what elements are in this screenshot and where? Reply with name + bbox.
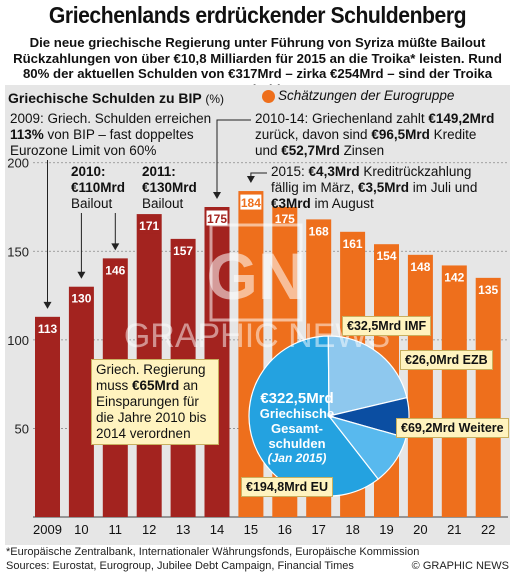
bar-value-2009: 113 [38, 322, 58, 336]
watermark-logo-box [209, 223, 303, 322]
bar-label-bg-19 [375, 247, 398, 264]
pie-label-weitere: €69,2Mrd Weitere [396, 418, 509, 438]
x-tick-16: 16 [278, 522, 292, 537]
y-tick-200: 200 [7, 156, 29, 171]
annotation-leaders [43, 119, 267, 309]
bar-label-bg-22 [477, 280, 500, 297]
bar-label-bg-2009 [36, 319, 59, 336]
x-tick-22: 22 [481, 522, 495, 537]
annotation-2011: 2011: €130Mrd Bailout [142, 164, 197, 211]
bar-20 [407, 254, 433, 518]
x-tick-20: 20 [413, 522, 427, 537]
leader-2010-14-arrow [213, 192, 221, 199]
sources: Sources: Eurostat, Eurogroup, Jubilee De… [6, 560, 354, 572]
pie-slice-0 [248, 335, 380, 497]
pie-chart [248, 335, 410, 497]
credit: © GRAPHIC NEWS [411, 560, 509, 572]
bar-value-10: 130 [71, 292, 91, 306]
x-tick-21: 21 [447, 522, 461, 537]
annotation-2015: 2015: €4,3Mrd Kreditrückzahlung fällig i… [271, 164, 478, 211]
legend-label: Schätzungen der Eurogruppe [278, 88, 455, 103]
bar-value-14: 175 [207, 212, 227, 226]
x-tick-18: 18 [345, 522, 359, 537]
x-tick-15: 15 [244, 522, 258, 537]
y-tick-150: 150 [7, 244, 29, 259]
bar-label-bg-17 [307, 222, 330, 239]
x-tick-17: 17 [311, 522, 325, 537]
austerity-callout: Griech. Regierung muss €65Mrd an Einspar… [91, 359, 219, 445]
bar-label-bg-11 [104, 261, 127, 278]
y-tick-labels: 50 100 150 200 [7, 156, 29, 437]
bar-value-16: 175 [275, 212, 295, 226]
bar-22 [475, 277, 501, 517]
bar-15 [238, 191, 264, 518]
y-axis-title: Griechische Schulden zu BIP (%) [8, 90, 225, 106]
annotation-2010: 2010: €110Mrd Bailout [71, 164, 126, 211]
bar-label-bg-21 [443, 268, 466, 285]
leader-2011-arrow [111, 243, 120, 251]
bar-2009 [35, 316, 60, 517]
x-tick-11: 11 [109, 522, 123, 537]
pie-label-eu: €194,8Mrd EU [241, 477, 333, 497]
legend-dot [262, 90, 275, 103]
watermark-logo: GN [207, 239, 306, 313]
pie-label-ezb: €26,0Mrd EZB [400, 350, 493, 370]
footnote: *Europäische Zentralbank, Internationale… [6, 546, 420, 558]
bar-label-bg-13 [172, 241, 195, 258]
bar-label-bg-12 [138, 217, 161, 234]
bar-value-19: 154 [376, 249, 396, 263]
bar-value-22: 135 [478, 283, 498, 297]
y-tick-50: 50 [15, 421, 29, 436]
bar-value-17: 168 [309, 224, 329, 238]
pie-label-imf: €32,5Mrd IMF [342, 316, 432, 336]
x-tick-13: 13 [176, 522, 190, 537]
x-tick-labels: 2009 10 11 12 13 14 15 16 17 18 19 20 21 22 [33, 522, 495, 537]
y-tick-100: 100 [7, 333, 29, 348]
bar-value-12: 171 [139, 219, 159, 233]
bar-value-18: 161 [343, 237, 363, 251]
bar-10 [68, 286, 94, 517]
bar-21 [441, 265, 467, 517]
leader-2010-14 [216, 119, 251, 195]
bar-value-20: 148 [410, 260, 430, 274]
bar-label-bg-10 [70, 289, 93, 306]
bar-value-15: 184 [241, 196, 261, 210]
pie-slice-1 [327, 335, 408, 417]
x-tick-2009: 2009 [33, 522, 62, 537]
leader-2009-arrow [43, 301, 52, 309]
bar-label-bg-16 [273, 210, 296, 226]
x-tick-19: 19 [379, 522, 393, 537]
chart-title: Griechenlands erdrückender Schuldenberg [48, 2, 467, 28]
debt-bar-chart: 1131301461711571751841751681611541481421… [7, 119, 508, 537]
chart-panel: 113 130 146 171 157 175 184 175 168 161 154 148 142 1… [5, 85, 510, 545]
bar-label-bg-15 [239, 193, 263, 211]
x-tick-14: 14 [210, 522, 224, 537]
bar-label-bg-20 [409, 257, 432, 274]
leader-2010-arrow [77, 271, 86, 279]
bar-label-bg-18 [341, 234, 364, 251]
leader-2015-arrow [246, 176, 255, 184]
annotation-2010-14: 2010-14: Griechenland zahlt €149,2Mrd zu… [255, 111, 495, 158]
bar-value-21: 142 [444, 270, 464, 284]
pie-total-text: €322,5Mrd Griechische Gesamt- schulden (… [259, 390, 335, 465]
annotation-2009: 2009: Griech. Schulden erreichen 113% vo… [10, 111, 212, 158]
bar-value-11: 146 [105, 263, 125, 277]
x-tick-10: 10 [74, 522, 88, 537]
bar-value-13: 157 [173, 244, 193, 258]
x-tick-12: 12 [142, 522, 156, 537]
